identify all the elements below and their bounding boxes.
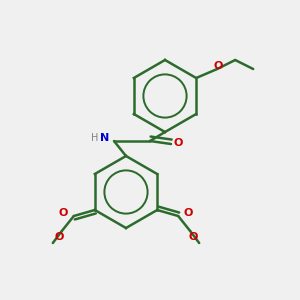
Text: O: O bbox=[54, 232, 64, 242]
Text: O: O bbox=[174, 137, 183, 148]
Text: O: O bbox=[58, 208, 68, 218]
Text: O: O bbox=[214, 61, 224, 71]
Text: N: N bbox=[100, 133, 109, 143]
Text: O: O bbox=[188, 232, 198, 242]
Text: O: O bbox=[184, 208, 194, 218]
Text: H: H bbox=[91, 133, 98, 143]
